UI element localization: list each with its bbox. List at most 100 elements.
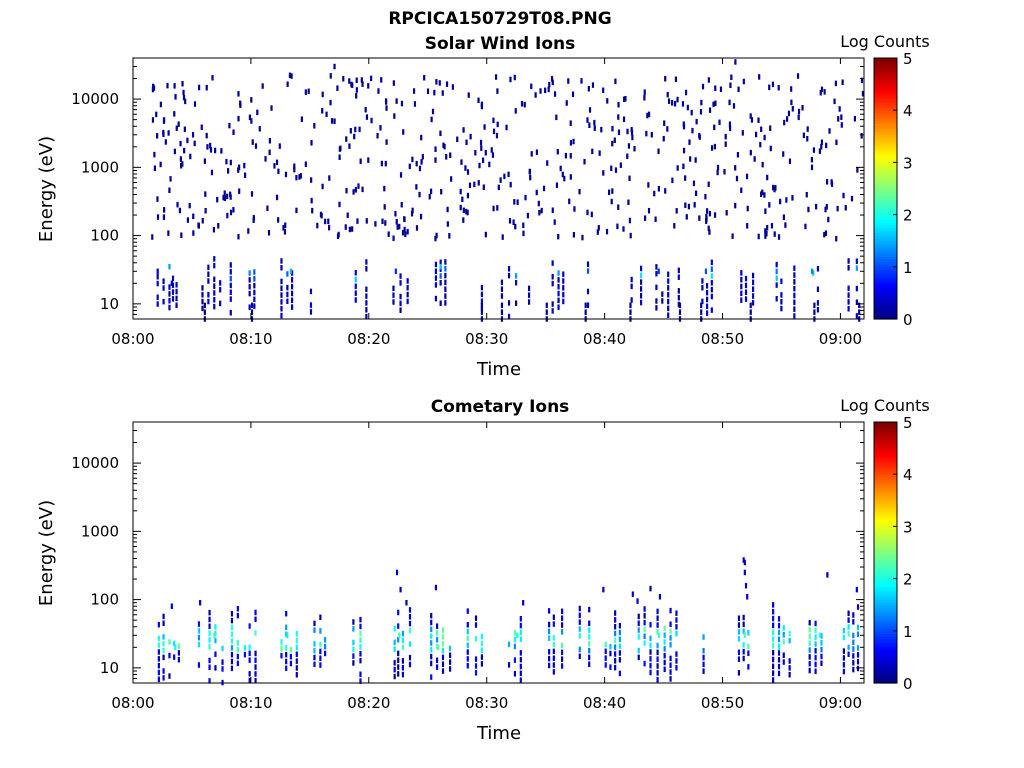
data-cell (663, 646, 666, 652)
data-cell (513, 636, 517, 643)
data-cell (270, 105, 273, 111)
data-cell (805, 191, 808, 198)
plot-frame (132, 57, 865, 320)
data-cell (751, 279, 755, 286)
colorbar-segment (874, 615, 897, 619)
data-cell (290, 270, 294, 276)
data-cell (208, 616, 211, 623)
colorbar-tick-label: 4 (903, 102, 913, 120)
colorbar-tick-label: 2 (903, 207, 913, 225)
data-cell (503, 173, 506, 180)
data-cell (514, 108, 517, 114)
data-cell (793, 265, 796, 271)
data-cell (825, 142, 828, 149)
data-cell (229, 159, 232, 166)
data-cell (354, 187, 357, 193)
data-cell (730, 74, 733, 81)
data-cell (823, 89, 826, 95)
data-cell (277, 168, 280, 175)
data-cell (656, 608, 659, 615)
colorbar-segment (874, 497, 897, 501)
colorbar-segment (874, 185, 897, 190)
data-cell (180, 232, 183, 238)
data-cell (162, 278, 165, 284)
data-cell (728, 121, 732, 127)
data-cell (751, 293, 755, 299)
colorbar-segment (874, 266, 897, 271)
data-cell (685, 214, 688, 220)
colorbar-segment (874, 643, 897, 648)
colorbar-segment (874, 149, 897, 153)
data-cell (289, 647, 293, 653)
data-cell (237, 167, 240, 173)
data-cell (553, 91, 557, 97)
colorbar-segment (874, 311, 897, 315)
data-cell (814, 648, 817, 654)
data-cell (441, 654, 445, 661)
data-cell (439, 300, 442, 306)
data-cell (321, 108, 324, 114)
data-cell (473, 181, 476, 188)
colorbar-segment (874, 94, 897, 98)
colorbar-segment (874, 502, 897, 507)
data-cell (377, 88, 380, 94)
data-cell (786, 116, 789, 122)
data-cell (669, 635, 672, 641)
data-cell (204, 208, 207, 214)
data-cell (354, 297, 357, 303)
data-cell (392, 80, 395, 86)
data-cell (193, 101, 197, 107)
data-cell (757, 117, 760, 123)
data-cell (285, 658, 288, 665)
data-cell (578, 619, 581, 625)
data-cell (808, 626, 811, 633)
data-cell (213, 290, 216, 296)
data-cell (295, 651, 298, 658)
data-cell (243, 645, 247, 651)
data-cell (667, 291, 670, 298)
data-cell (655, 284, 658, 291)
data-cell (401, 664, 405, 671)
data-cell (370, 75, 373, 82)
data-cell (280, 292, 283, 298)
data-cell (555, 114, 558, 121)
data-cell (673, 223, 676, 229)
data-cell (496, 205, 499, 211)
data-cell (175, 282, 178, 288)
data-cell (788, 630, 791, 637)
data-cell (256, 109, 259, 116)
colorbar-segment (874, 440, 897, 444)
data-cell (708, 107, 712, 113)
colorbar-segment (874, 258, 897, 263)
data-cell (403, 216, 406, 223)
data-cell (434, 261, 438, 268)
data-cell (404, 231, 407, 238)
data-cell (852, 660, 855, 666)
data-cell (469, 133, 472, 140)
data-cell (588, 627, 591, 633)
data-cell (313, 654, 316, 661)
data-cell (285, 631, 288, 637)
data-cell (614, 167, 618, 173)
data-cell (744, 289, 748, 295)
data-cell (152, 85, 156, 91)
colorbar-segment (874, 573, 897, 577)
data-cell (394, 210, 397, 217)
data-cell (492, 128, 496, 135)
data-cell (445, 154, 448, 160)
data-cell (175, 295, 178, 302)
data-cell (219, 300, 222, 307)
data-cell (250, 118, 253, 124)
data-cell (443, 143, 446, 150)
data-cell (637, 634, 640, 640)
data-cell (208, 657, 211, 664)
data-cell (162, 285, 165, 291)
colorbar-segment (874, 471, 897, 475)
data-cell (777, 663, 781, 670)
data-cell (230, 665, 234, 672)
data-cell (573, 206, 576, 212)
data-cell (186, 217, 190, 223)
data-cell (508, 218, 512, 224)
data-cell (250, 191, 254, 197)
data-cell (538, 209, 541, 216)
